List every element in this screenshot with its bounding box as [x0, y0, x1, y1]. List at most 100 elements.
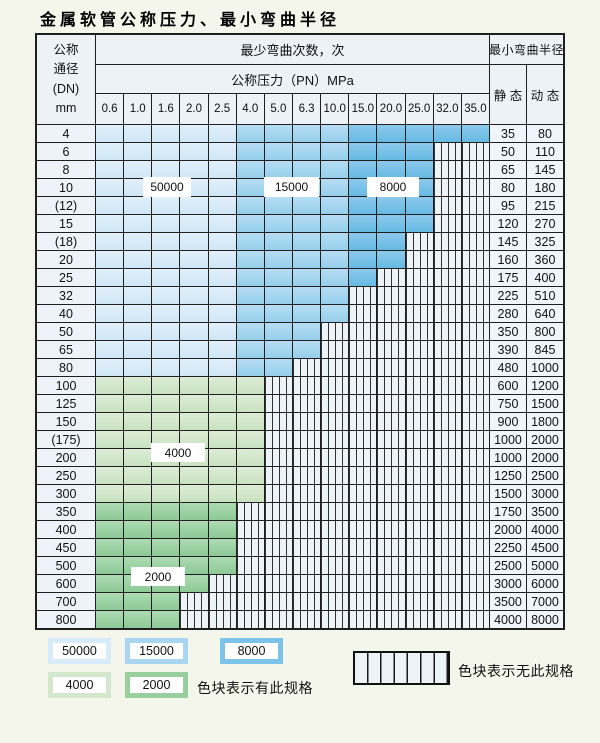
no-spec-cell [433, 179, 461, 196]
no-spec-cell [349, 503, 377, 520]
spec-cell [292, 161, 321, 178]
no-spec-cell [236, 575, 264, 592]
spec-cell [152, 467, 180, 484]
dynamic-radius-cell: 215 [526, 197, 563, 214]
legend-swatch-8000: 8000 [220, 638, 283, 664]
no-spec-cell [377, 485, 405, 502]
no-spec-cell [377, 395, 405, 412]
spec-cell [208, 197, 236, 214]
no-spec-cell [377, 359, 405, 376]
no-spec-cell [461, 143, 489, 160]
spec-cell [152, 125, 180, 142]
spec-cell [152, 251, 180, 268]
spec-cell [180, 215, 208, 232]
spec-cell [236, 215, 264, 232]
dynamic-radius-cell: 2500 [526, 467, 563, 484]
legend-hatch-swatch [353, 651, 450, 685]
dn-cell: 125 [37, 395, 95, 412]
spec-cell [349, 251, 377, 268]
no-spec-cell [377, 341, 405, 358]
spec-cell [292, 215, 321, 232]
legend-swatch-15000: 15000 [125, 638, 188, 664]
dynamic-radius-cell: 2000 [526, 449, 563, 466]
no-spec-cell [405, 557, 433, 574]
spec-cell [180, 323, 208, 340]
spec-cell [321, 287, 349, 304]
spec-cell [208, 521, 236, 538]
no-spec-cell [461, 341, 489, 358]
legend-unavailable-note: 色块表示无此规格 [458, 663, 574, 679]
spec-cell [236, 395, 264, 412]
spec-cell [152, 413, 180, 430]
no-spec-cell [377, 539, 405, 556]
no-spec-cell [236, 593, 264, 610]
static-radius-cell: 80 [489, 179, 526, 196]
spec-cell [236, 143, 264, 160]
spec-cell [264, 269, 292, 286]
no-spec-cell [321, 359, 349, 376]
static-radius-cell: 175 [489, 269, 526, 286]
no-spec-cell [405, 377, 433, 394]
spec-cell [152, 287, 180, 304]
no-spec-cell [292, 593, 321, 610]
no-spec-cell [405, 395, 433, 412]
spec-cell [349, 197, 377, 214]
spec-cell [152, 611, 180, 628]
no-spec-cell [349, 467, 377, 484]
no-spec-cell [405, 341, 433, 358]
dynamic-radius-cell: 400 [526, 269, 563, 286]
no-spec-cell [292, 521, 321, 538]
spec-cell [236, 467, 264, 484]
spec-cell [405, 143, 433, 160]
dynamic-radius-cell: 3000 [526, 485, 563, 502]
dynamic-radius-cell: 180 [526, 179, 563, 196]
spec-cell [124, 485, 152, 502]
no-spec-cell [433, 611, 461, 628]
no-spec-cell [433, 557, 461, 574]
spec-cell [180, 395, 208, 412]
spec-cell [152, 341, 180, 358]
no-spec-cell [377, 323, 405, 340]
spec-cell [208, 305, 236, 322]
dn-cell: (12) [37, 197, 95, 214]
no-spec-cell [321, 395, 349, 412]
spec-cell [152, 521, 180, 538]
spec-cell [377, 197, 405, 214]
no-spec-cell [433, 467, 461, 484]
zone-label-15000: 15000 [264, 177, 319, 197]
no-spec-cell [377, 521, 405, 538]
spec-cell [236, 359, 264, 376]
no-spec-cell [264, 485, 292, 502]
spec-cell [124, 503, 152, 520]
no-spec-cell [264, 593, 292, 610]
dynamic-radius-cell: 1500 [526, 395, 563, 412]
no-spec-cell [461, 395, 489, 412]
no-spec-cell [461, 359, 489, 376]
no-spec-cell [208, 575, 236, 592]
no-spec-cell [461, 449, 489, 466]
pressure-col-header: 4.0 [236, 94, 264, 124]
spec-cell [124, 251, 152, 268]
spec-cell [180, 467, 208, 484]
spec-cell [152, 359, 180, 376]
no-spec-cell [461, 323, 489, 340]
spec-cell [321, 179, 349, 196]
static-column-header: 静 态 [489, 65, 526, 124]
spec-cell [152, 503, 180, 520]
no-spec-cell [180, 611, 208, 628]
spec-cell [124, 287, 152, 304]
legend-swatch-value: 4000 [53, 677, 106, 693]
spec-cell [152, 143, 180, 160]
spec-cell [292, 323, 321, 340]
no-spec-cell [236, 557, 264, 574]
spec-cell [208, 377, 236, 394]
spec-cell [236, 269, 264, 286]
spec-cell [152, 377, 180, 394]
pressure-col-header: 1.0 [124, 94, 152, 124]
no-spec-cell [433, 539, 461, 556]
dn-cell: 8 [37, 161, 95, 178]
dynamic-radius-cell: 8000 [526, 611, 563, 628]
no-spec-cell [405, 503, 433, 520]
dynamic-radius-cell: 270 [526, 215, 563, 232]
no-spec-cell [461, 575, 489, 592]
